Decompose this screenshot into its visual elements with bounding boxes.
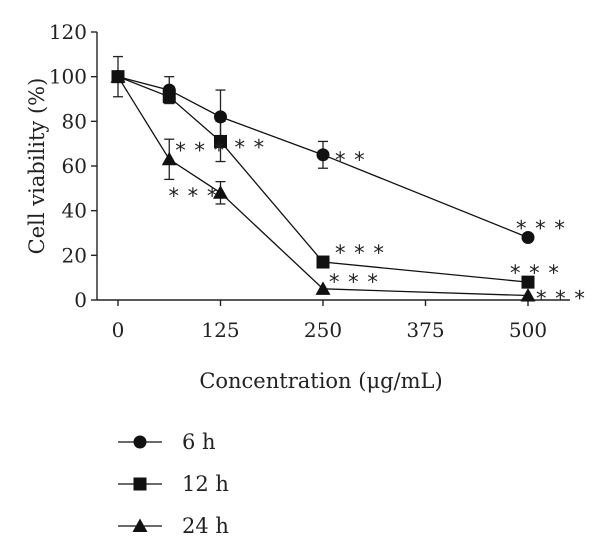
legend-label-12h: 12 h (182, 472, 229, 496)
significance-annotations-layer: * ** * ** ** * ** * ** * ** * ** * ** * … (169, 135, 586, 311)
y-axis-title: Cell viability (%) (25, 78, 49, 255)
markers-layer (110, 69, 536, 302)
data-point-24h (110, 69, 126, 83)
significance-annotation-6h: * * * (516, 216, 566, 240)
data-point-6h (521, 230, 535, 244)
data-point-6h (316, 148, 330, 162)
x-tick-label: 125 (201, 318, 239, 342)
significance-annotation-24h: * * * (329, 270, 379, 294)
axes-layer: 0 20 40 60 80 100 120 0 125 250 375 500 Concentratio… (25, 20, 570, 393)
x-tick-label: 0 (112, 318, 125, 342)
data-point-12h (521, 275, 535, 289)
y-tick-label: 80 (62, 109, 87, 133)
x-tick-label: 500 (509, 318, 547, 342)
significance-annotation-6h: * * (335, 148, 366, 172)
y-tick-label: 120 (49, 20, 87, 44)
data-point-12h (316, 255, 330, 269)
data-point-24h (520, 288, 536, 302)
legend-marker-6h (133, 435, 147, 449)
significance-annotation-12h: * * (235, 135, 266, 159)
x-tick-label: 250 (304, 318, 342, 342)
data-point-12h (162, 90, 176, 104)
y-tick-label: 40 (62, 199, 87, 223)
y-tick-label: 20 (62, 243, 87, 267)
significance-annotation-24h: * * * (169, 184, 219, 208)
legend-marker-24h (132, 518, 148, 532)
legend-label-6h: 6 h (182, 430, 216, 454)
x-tick-label: 375 (406, 318, 444, 342)
significance-annotation-24h: * * * (175, 138, 225, 162)
x-axis-title: Concentration (μg/mL) (199, 369, 442, 393)
significance-annotation-12h: * * * (510, 261, 560, 285)
y-tick-label: 60 (62, 154, 87, 178)
legend-marker-12h (133, 477, 147, 491)
data-point-24h (213, 185, 228, 199)
significance-annotation-12h: * * * (335, 241, 385, 265)
data-point-6h (214, 110, 227, 124)
data-point-12h (214, 134, 227, 148)
significance-annotation-24h: * * * (536, 287, 586, 311)
data-point-24h (161, 151, 177, 166)
legend: 6 h 12 h 24 h (118, 430, 229, 538)
y-tick-label: 0 (74, 288, 87, 312)
y-tick-label: 100 (49, 65, 87, 89)
data-point-24h (315, 281, 331, 295)
legend-label-24h: 24 h (182, 514, 229, 538)
series-line-12h (117, 76, 529, 283)
